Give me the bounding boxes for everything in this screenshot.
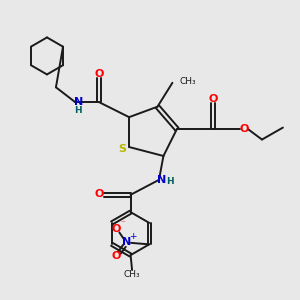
- Text: N: N: [122, 237, 131, 247]
- Text: CH₃: CH₃: [124, 270, 140, 279]
- Text: +: +: [129, 232, 136, 242]
- Text: CH₃: CH₃: [180, 77, 196, 86]
- Text: ⁻: ⁻: [121, 219, 125, 228]
- Text: N: N: [157, 175, 167, 185]
- Text: O: O: [239, 124, 248, 134]
- Text: O: O: [112, 251, 121, 261]
- Text: S: S: [118, 143, 127, 154]
- Text: O: O: [94, 189, 104, 199]
- Text: H: H: [167, 177, 174, 186]
- Text: O: O: [208, 94, 218, 103]
- Text: N: N: [74, 97, 83, 107]
- Text: H: H: [74, 106, 82, 115]
- Text: O: O: [112, 224, 121, 234]
- Text: O: O: [94, 69, 104, 79]
